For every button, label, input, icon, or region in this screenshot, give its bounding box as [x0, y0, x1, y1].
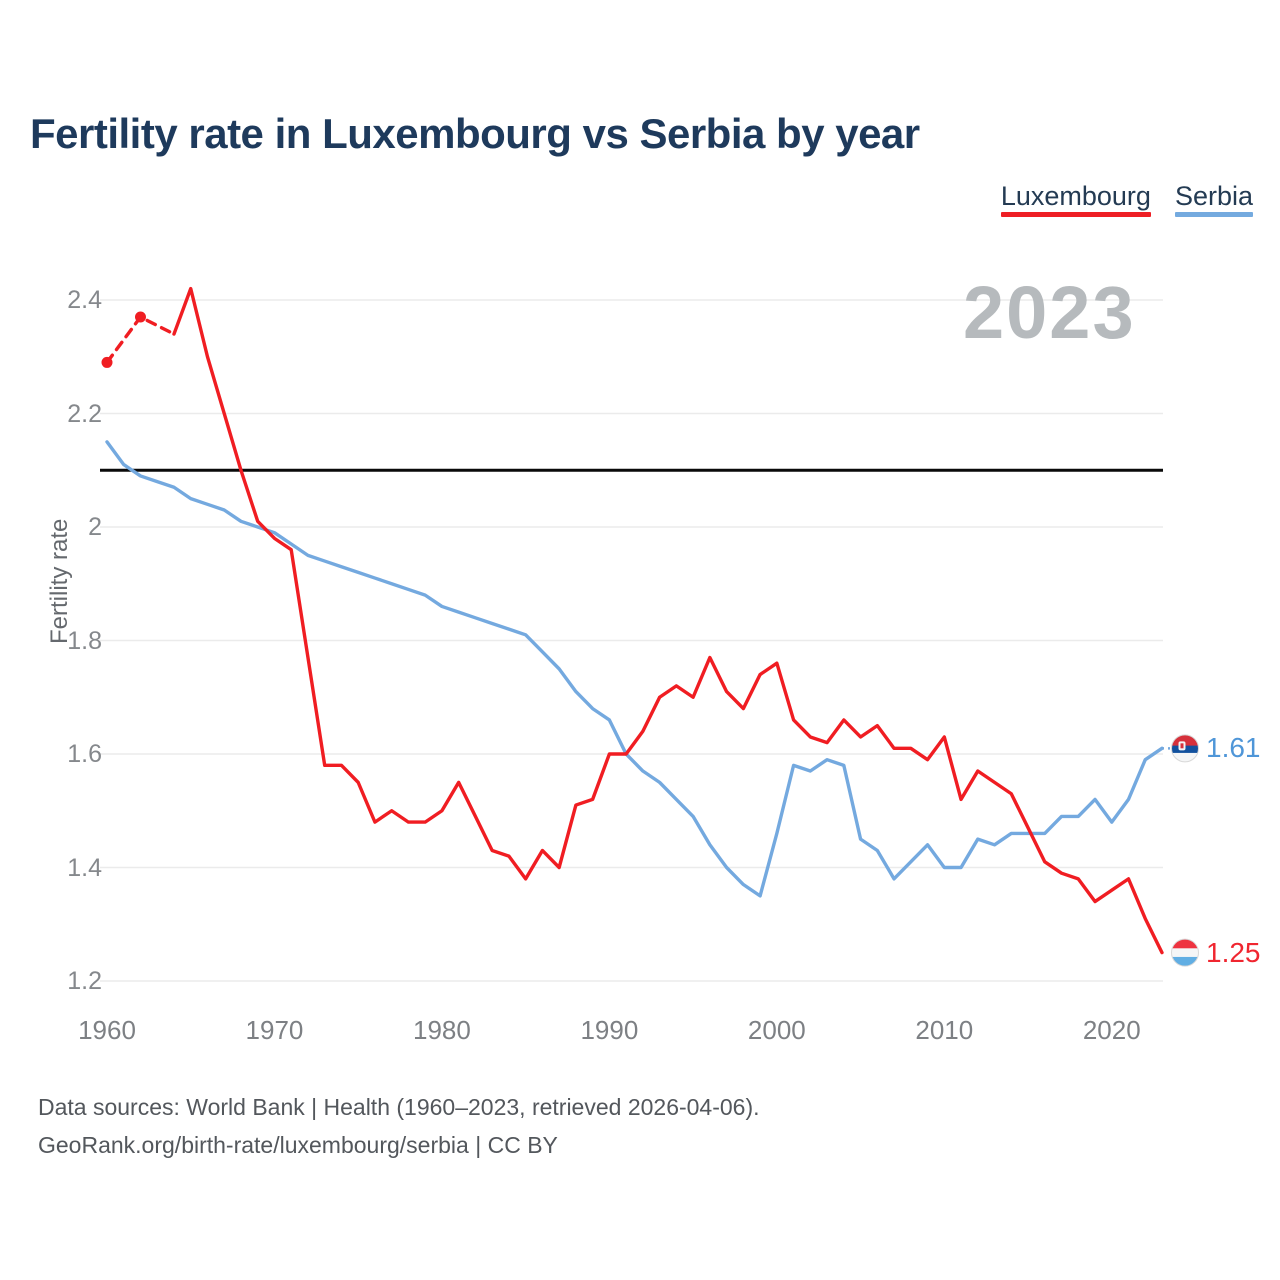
- legend-item-luxembourg[interactable]: Luxembourg: [1000, 181, 1151, 217]
- y-tick-label-2.2: 2.2: [67, 399, 102, 428]
- x-tick-label-1980: 1980: [412, 1015, 471, 1045]
- x-tick-label-2010: 2010: [915, 1015, 974, 1045]
- legend: Luxembourg Serbia: [1000, 181, 1253, 217]
- legend-label-serbia: Serbia: [1174, 181, 1253, 211]
- y-tick-label-1.8: 1.8: [67, 626, 102, 655]
- x-tick-label-1960: 1960: [78, 1015, 136, 1045]
- legend-underline-luxembourg: [1000, 212, 1151, 217]
- x-tick-label-2000: 2000: [747, 1015, 806, 1045]
- y-tick-label-1.4: 1.4: [67, 853, 102, 882]
- legend-underline-serbia: [1174, 212, 1253, 217]
- y-tick-label-2: 2: [88, 513, 102, 541]
- footer-data-sources: Data sources: World Bank | Health (1960–…: [38, 1094, 760, 1120]
- y-tick-label-1.6: 1.6: [67, 740, 102, 768]
- serbia-flag-icon: [1171, 734, 1199, 763]
- x-tick-label-2020: 2020: [1082, 1015, 1141, 1045]
- page-title: Fertility rate in Luxembourg vs Serbia b…: [30, 110, 920, 157]
- x-tick-label-1990: 1990: [580, 1015, 639, 1045]
- luxembourg-end-value-label: 1.25: [1206, 936, 1261, 968]
- luxembourg-flag-icon: [1171, 938, 1199, 967]
- serbia-line[interactable]: [105, 440, 1164, 898]
- luxembourg-dashed-segment[interactable]: [105, 314, 176, 365]
- legend-item-serbia[interactable]: Serbia: [1174, 181, 1253, 217]
- luxembourg-line[interactable]: [172, 286, 1164, 955]
- legend-label-luxembourg: Luxembourg: [1000, 181, 1151, 211]
- luxembourg-marker-1962[interactable]: [134, 311, 146, 323]
- footer-attribution-link: GeoRank.org/birth-rate/luxembourg/serbia…: [38, 1132, 558, 1158]
- serbia-end-value-label: 1.61: [1206, 732, 1261, 764]
- footer: Data sources: World Bank | Health (1960–…: [38, 1088, 760, 1164]
- y-tick-label-2.4: 2.4: [67, 286, 102, 314]
- watermark-year: 2023: [963, 271, 1136, 354]
- x-tick-label-1970: 1970: [245, 1015, 304, 1045]
- y-tick-label-1.2: 1.2: [67, 967, 102, 995]
- luxembourg-marker-1960[interactable]: [101, 356, 113, 368]
